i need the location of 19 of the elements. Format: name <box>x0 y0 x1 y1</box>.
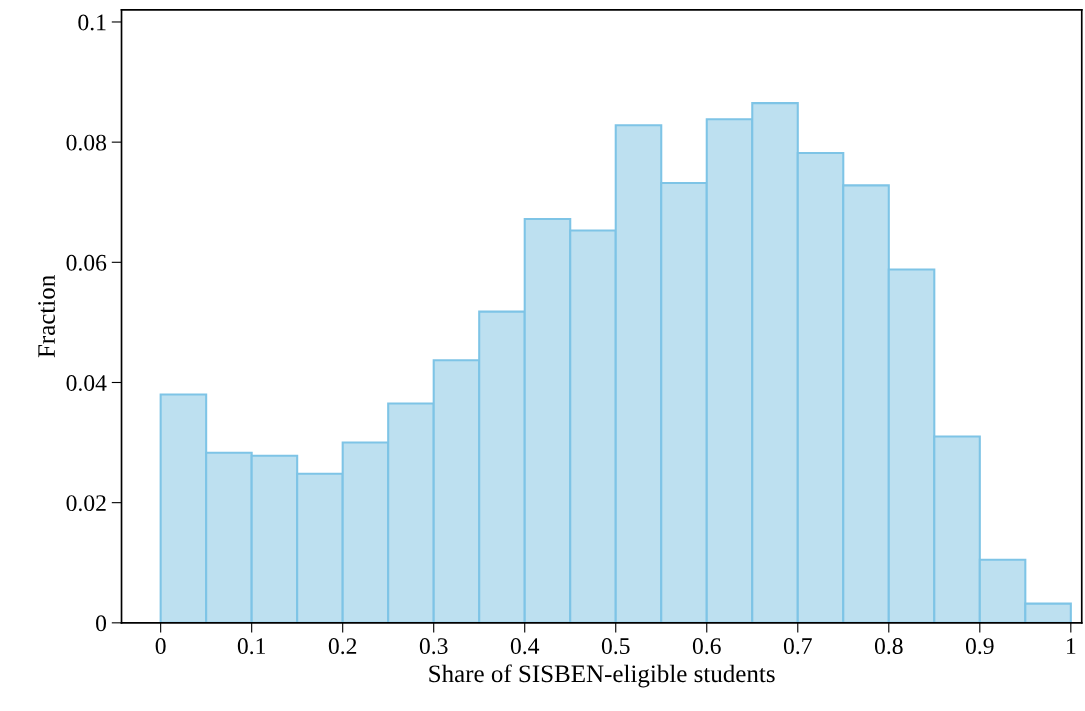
y-tick-label: 0.1 <box>78 14 106 31</box>
x-tick-label: 1 <box>1067 638 1076 654</box>
y-tick-label: 0.08 <box>66 134 107 151</box>
x-tick-label: 0.7 <box>783 638 812 655</box>
x-tick-label: 0.4 <box>510 638 540 655</box>
x-tick-label: 0.2 <box>328 638 357 655</box>
y-axis-title: Fraction <box>38 275 55 358</box>
x-axis-title: Share of SISBEN-eligible students <box>429 664 775 688</box>
x-tick-label: 0.9 <box>965 638 994 655</box>
y-tick-label: 0 <box>96 615 107 632</box>
x-tick-label: 0 <box>155 638 166 655</box>
x-tick-label: 0.6 <box>692 638 721 655</box>
x-tick-label: 0.3 <box>419 638 448 655</box>
y-tick-label: 0.04 <box>66 374 107 392</box>
x-tick-label: 0.5 <box>601 638 630 655</box>
y-tick-label: 0.06 <box>66 254 107 271</box>
y-tick-label: 0.02 <box>66 495 106 512</box>
x-tick-label: 0.1 <box>237 638 266 655</box>
x-tick-label: 0.8 <box>874 638 903 655</box>
